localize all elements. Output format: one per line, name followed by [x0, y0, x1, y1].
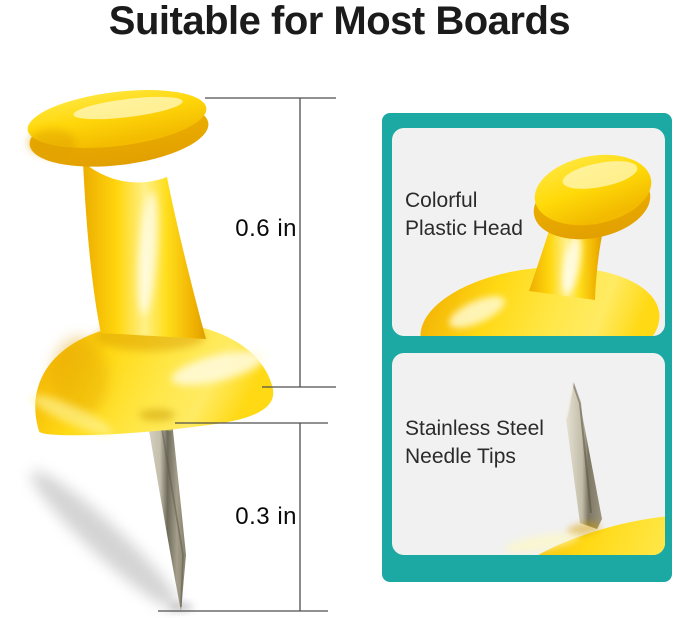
feature-label-head-line2: Plastic Head	[405, 216, 523, 240]
dimension-label-head: 0.6 in	[235, 215, 297, 242]
pushpin-head-closeup-image	[420, 154, 660, 336]
closeup-base-highlight2	[504, 532, 580, 554]
needle-shadow	[31, 470, 179, 610]
dimension-label-needle: 0.3 in	[235, 503, 297, 530]
feature-label-head: Colorful Plastic Head	[405, 187, 523, 242]
feature-label-head-line1: Colorful	[405, 189, 478, 212]
feature-card-needle: Stainless Steel Needle Tips	[392, 353, 665, 555]
feature-label-needle-line2: Needle Tips	[405, 444, 516, 468]
pin-stem	[83, 162, 206, 339]
closeup-needle-base	[489, 514, 665, 555]
page-title: Suitable for Most Boards	[108, 0, 571, 43]
dimension-line-head	[205, 97, 336, 388]
feature-label-needle-line1: Stainless Steel	[405, 417, 544, 440]
pin-base	[30, 322, 274, 436]
closeup-base-highlight	[449, 296, 505, 328]
closeup-needle	[565, 382, 602, 529]
feature-card-head: Colorful Plastic Head	[392, 128, 665, 336]
closeup-stem-highlight	[562, 234, 582, 294]
needle-tip-closeup-image	[489, 382, 665, 555]
closeup-pin-base	[420, 266, 660, 336]
main-pushpin-figure	[27, 90, 274, 611]
dimension-line-needle	[158, 422, 328, 612]
pin-head	[27, 90, 209, 167]
closeup-needle-dimple	[567, 522, 601, 536]
closeup-head-highlight	[562, 161, 638, 189]
feature-panel: Colorful Plastic Head	[382, 113, 672, 582]
feature-label-needle: Stainless Steel Needle Tips	[405, 415, 544, 470]
